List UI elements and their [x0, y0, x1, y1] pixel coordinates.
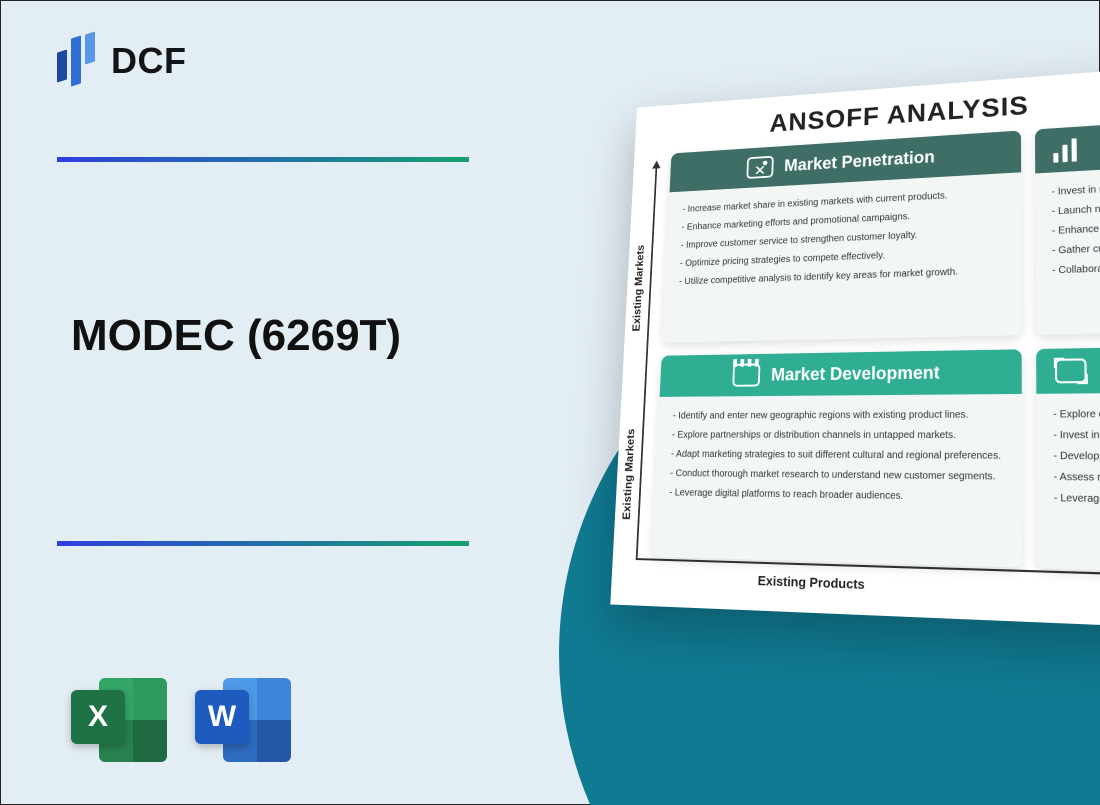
cell-body-diversification: - Explore opp - Invest in ac - Develop n…	[1036, 392, 1100, 575]
word-front: W	[195, 690, 249, 744]
expand-icon	[1055, 358, 1087, 383]
bullet: - Invest in research and	[1052, 175, 1100, 201]
ansoff-grid: Market Penetration - Increase market sha…	[652, 122, 1100, 578]
photo-icon	[746, 156, 773, 179]
bullet: - Explore opp	[1053, 405, 1100, 424]
cell-title: Market Penetration	[784, 147, 935, 176]
bullet: - Invest in ac	[1053, 427, 1100, 445]
storefront-icon	[732, 363, 760, 386]
bullet: - Develop n	[1053, 448, 1100, 467]
cell-body-product: - Invest in research and - Launch new pr…	[1035, 162, 1100, 335]
divider-bottom	[57, 541, 469, 546]
logo-text: DCF	[111, 40, 187, 82]
x-axis-label: Existing Products	[758, 573, 865, 592]
cell-body-penetration: - Increase market share in existing mark…	[662, 172, 1021, 342]
cell-market-development: Market Development - Identify and enter …	[652, 349, 1022, 567]
divider-top	[57, 157, 469, 162]
bullet: - Leverage digital platforms to reach br…	[669, 485, 1005, 507]
cell-diversification: - Explore opp - Invest in ac - Develop n…	[1036, 345, 1100, 575]
cell-head-product	[1035, 116, 1100, 174]
excel-front: X	[71, 690, 125, 744]
brand-logo: DCF	[57, 33, 187, 89]
bullet: - Conduct thorough market research to un…	[670, 465, 1006, 485]
bullet: - Assess ris	[1054, 469, 1100, 489]
ansoff-panel: ANSOFF ANALYSIS Existing Markets Existin…	[597, 71, 1100, 631]
bullet: - Leverage	[1054, 490, 1100, 511]
cell-body-development: - Identify and enter new geographic regi…	[652, 394, 1022, 568]
cell-head-diversification	[1036, 345, 1100, 394]
bullet: - Identify and enter new geographic regi…	[672, 406, 1005, 424]
excel-icon: X	[71, 672, 167, 768]
bullet: - Adapt marketing strategies to suit dif…	[671, 446, 1006, 465]
cell-product-development: - Invest in research and - Launch new pr…	[1035, 116, 1100, 335]
word-icon: W	[195, 672, 291, 768]
bullet: - Explore partnerships or distribution c…	[672, 427, 1006, 445]
logo-mark-icon	[57, 33, 101, 89]
file-icons: X W	[71, 672, 291, 768]
bullet: - Collaborate with t	[1052, 256, 1100, 279]
bars-icon	[1053, 136, 1084, 163]
ansoff-matrix: ANSOFF ANALYSIS Existing Markets Existin…	[610, 67, 1100, 628]
cell-market-penetration: Market Penetration - Increase market sha…	[662, 130, 1021, 342]
page-title: MODEC (6269T)	[71, 311, 401, 361]
cell-head-development: Market Development	[660, 349, 1022, 397]
infographic-canvas: DCF MODEC (6269T) X W ANSOFF ANALYSIS Ex…	[0, 0, 1100, 805]
cell-title: Market Development	[771, 362, 940, 385]
